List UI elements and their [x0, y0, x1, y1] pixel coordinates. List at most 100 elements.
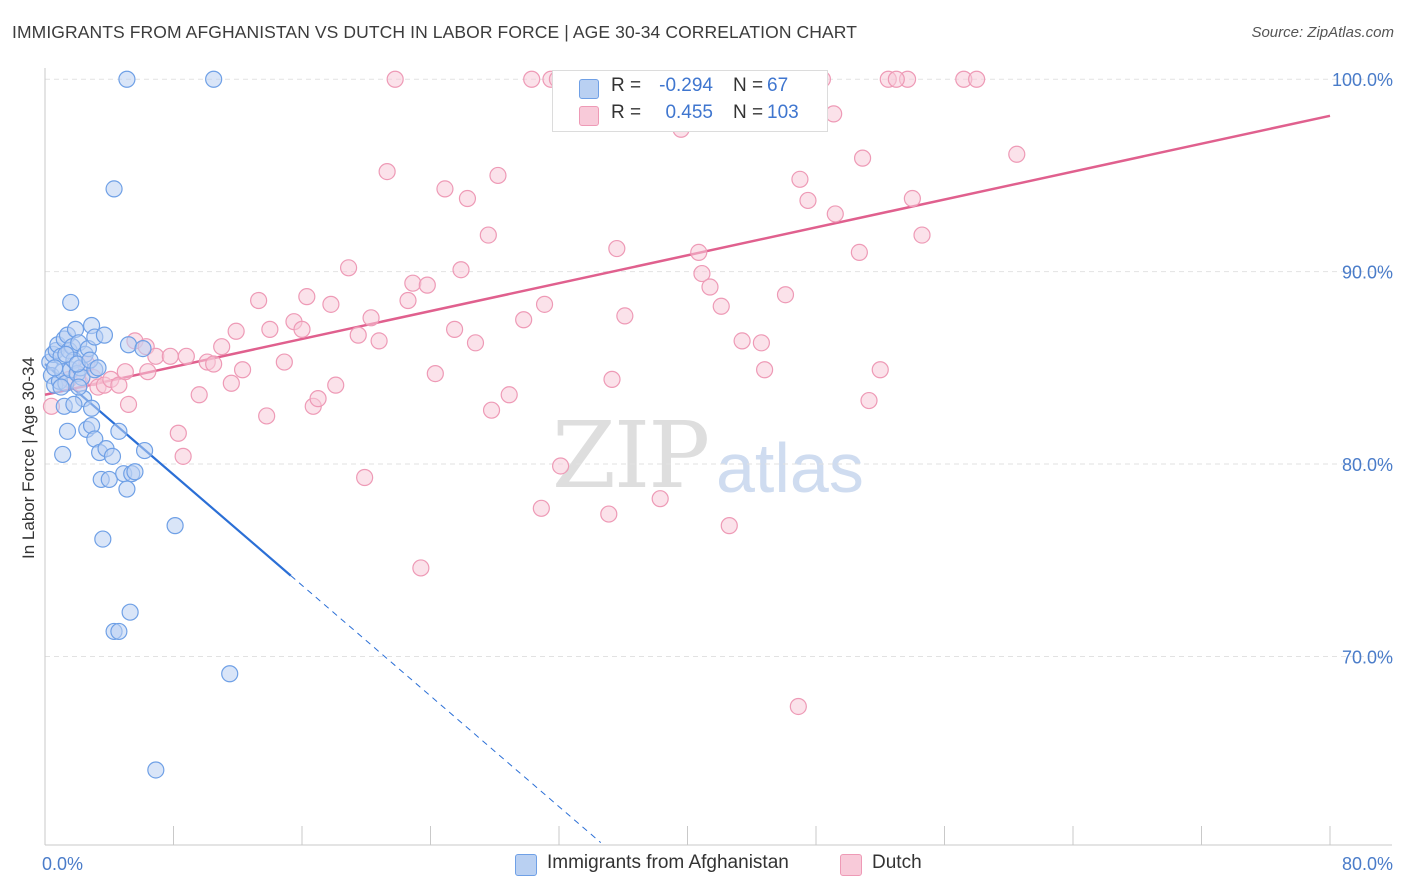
legend-swatch-blue	[579, 79, 599, 99]
afghanistan-point	[89, 359, 107, 377]
afghanistan-point	[65, 395, 83, 413]
dutch-points	[42, 70, 1026, 716]
dutch-point	[116, 363, 134, 381]
legend-r-label: R =	[611, 75, 642, 96]
dutch-point	[903, 189, 921, 208]
afghanistan-point	[119, 336, 138, 354]
axes	[44, 68, 1392, 846]
afghanistan-point	[54, 445, 72, 464]
dutch-point	[222, 374, 240, 392]
legend-r-value: -0.294	[659, 75, 713, 96]
watermark-atlas: atlas	[716, 429, 864, 507]
dutch-point	[489, 166, 507, 185]
afghanistan-point	[166, 517, 184, 535]
y-tick-label: 100.0%	[1332, 70, 1393, 90]
legend-n-label: N =	[733, 102, 764, 123]
dutch-point	[799, 191, 817, 210]
trend-line-dutch	[44, 114, 1331, 397]
dutch-point	[458, 189, 477, 208]
dutch-point	[177, 347, 195, 365]
dutch-point	[466, 334, 485, 352]
dutch-point	[161, 347, 179, 365]
afghanistan-point	[134, 340, 152, 358]
dutch-point	[275, 353, 293, 371]
dutch-point	[169, 424, 187, 442]
dutch-point	[362, 309, 380, 327]
legend-box: R = -0.294 N = 67 R = 0.455 N = 103	[552, 70, 828, 132]
x-tick-label-max: 80.0%	[1342, 854, 1393, 874]
dutch-point	[479, 226, 497, 244]
bottom-legend-label: Immigrants from Afghanistan	[547, 852, 789, 873]
dutch-point	[213, 338, 231, 356]
dutch-point	[298, 288, 316, 306]
dutch-point	[651, 490, 669, 508]
dutch-point	[913, 226, 931, 244]
dutch-point	[515, 311, 533, 329]
dutch-point	[309, 390, 327, 408]
dutch-point	[258, 407, 276, 425]
legend-n-value: 103	[767, 102, 799, 123]
dutch-point	[412, 559, 430, 577]
legend-swatch-pink	[579, 106, 599, 126]
dutch-point	[752, 334, 770, 352]
afghanistan-point	[135, 441, 154, 460]
y-tick-label: 80.0%	[1342, 455, 1393, 475]
afghanistan-point	[58, 422, 77, 440]
bottom-legend-swatch-blue	[515, 854, 537, 876]
afghanistan-points	[41, 70, 239, 779]
dutch-point	[322, 295, 340, 313]
dutch-point	[825, 105, 843, 123]
dutch-point	[356, 468, 374, 487]
dutch-point	[205, 355, 223, 373]
afghanistan-point	[57, 345, 75, 363]
dutch-point	[693, 264, 711, 283]
dutch-point	[139, 363, 157, 381]
trend-lines	[44, 114, 1331, 843]
dutch-point	[399, 291, 417, 310]
dutch-point	[436, 180, 454, 198]
watermark-zip: ZIP	[552, 402, 710, 509]
afghanistan-point	[105, 180, 123, 198]
dutch-point	[404, 274, 422, 292]
afghanistan-point	[46, 359, 64, 377]
dutch-point	[426, 365, 444, 383]
dutch-point	[327, 376, 345, 394]
dutch-point	[233, 361, 252, 379]
dutch-point	[755, 361, 774, 379]
dutch-point	[378, 162, 396, 181]
afghanistan-point	[147, 761, 165, 779]
source-label: Source: ZipAtlas.com	[1251, 24, 1394, 41]
legend-r-label: R =	[611, 102, 642, 123]
afghanistan-point	[118, 480, 136, 498]
dutch-point	[174, 447, 192, 465]
dutch-point	[616, 307, 634, 325]
dutch-point	[250, 291, 268, 310]
dutch-point	[386, 70, 404, 88]
dutch-point	[190, 386, 208, 404]
dutch-point	[968, 70, 986, 88]
legend-n-value: 67	[767, 75, 789, 96]
afghanistan-point	[100, 470, 118, 489]
dutch-point	[227, 322, 245, 340]
y-axis-label: In Labor Force | Age 30-34	[19, 357, 38, 559]
afghanistan-point	[205, 70, 223, 88]
afghanistan-point	[110, 622, 128, 641]
dutch-point	[776, 286, 795, 304]
bottom-legend-swatch-pink	[840, 854, 862, 876]
dutch-point	[600, 505, 618, 523]
dutch-point	[349, 326, 367, 344]
afghanistan-point	[221, 665, 239, 683]
afghanistan-point	[94, 530, 112, 548]
dutch-point	[552, 457, 570, 475]
y-tick-label: 70.0%	[1342, 647, 1393, 667]
dutch-point	[523, 70, 541, 88]
dutch-point	[850, 243, 868, 262]
dutch-point	[445, 320, 464, 338]
dutch-point	[452, 261, 470, 279]
afghanistan-point	[121, 603, 139, 621]
dutch-point	[532, 499, 550, 517]
dutch-point	[791, 170, 809, 188]
afghanistan-point	[95, 326, 114, 344]
dutch-point	[720, 517, 738, 535]
